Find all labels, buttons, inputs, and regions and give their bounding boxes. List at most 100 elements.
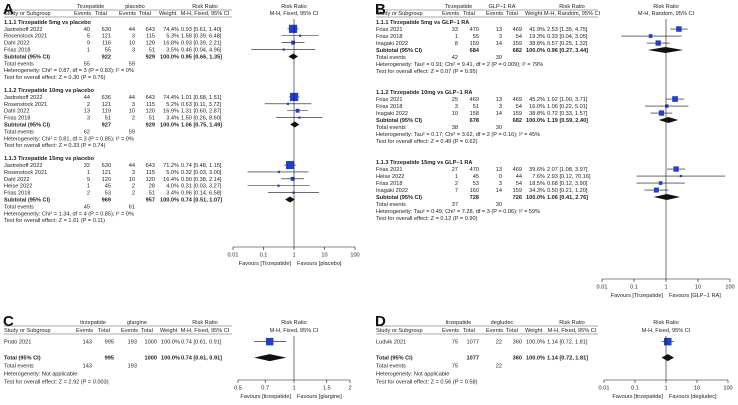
total-events-label: Total events (4, 61, 34, 67)
study-total-2: 51 (149, 191, 155, 197)
total-events-label: Total events (376, 125, 406, 131)
study-events-1: 9 (87, 41, 90, 47)
panel-label-d: D (375, 313, 386, 330)
summary-diamond (658, 117, 679, 124)
total-header-2: Total (506, 328, 518, 334)
study-events-2: 10 (129, 177, 135, 183)
total-events-1: 143 (83, 364, 92, 370)
overall-effect-text: Test for overall effect: Z = 0.33 (P = 0… (4, 143, 106, 149)
study-marker (282, 48, 285, 51)
study-weight: 74.4% (163, 27, 179, 33)
study-events-2: 3 (132, 170, 135, 176)
summary-diamond (290, 121, 300, 128)
total-header-2: Total (139, 11, 151, 17)
study-weight: 16.0% (529, 104, 545, 110)
study-weight: 16.9% (163, 109, 179, 115)
study-weight: 4.0% (166, 184, 179, 190)
summary-total-2: 360 (513, 356, 522, 362)
study-events-1: 10 (452, 111, 458, 117)
panel-label-a: A (3, 1, 14, 18)
study-total-1: 470 (470, 167, 479, 173)
forest-panel-c: tirzepatide glargine Risk Ratio Study or Su… (0, 313, 372, 400)
study-total-1: 160 (470, 188, 479, 194)
panel-label-c: C (3, 313, 14, 330)
overall-effect-text: Test for overall effect: Z = 1.61 (P = 0… (4, 218, 105, 224)
method-header: M-H, Fixed, 95% CI (548, 328, 597, 334)
study-events-2: 14 (496, 41, 502, 47)
favours-right-label: Favours [glargine] (297, 394, 342, 400)
heterogeneity-text: Heterogeneity: Not applicable (376, 372, 449, 378)
summary-diamond (661, 354, 674, 362)
study-total-2: 44 (516, 174, 522, 180)
study-ci: 0.46 [0.04, 4.96] (181, 48, 222, 54)
study-name: Jastreboff 2022 (4, 95, 42, 101)
study-marker (658, 181, 663, 185)
group2-header: degludec (491, 320, 514, 326)
total-label: Total (95% CI) (376, 356, 413, 362)
study-ci: 2.07 [1.08, 3.97] (547, 167, 588, 173)
study-events-2: 13 (496, 97, 502, 103)
study-marker (673, 166, 679, 172)
study-total-1: 470 (470, 27, 479, 33)
events-header-1: Events (442, 11, 459, 17)
forest-panel-a: Tirzepatide placebo Risk Ratio Study or Sub… (0, 0, 372, 300)
total-events-label: Total events (376, 202, 406, 208)
study-total-1: 120 (102, 177, 111, 183)
weight-header: Weight (525, 328, 543, 334)
effect-header: Risk Ratio (559, 320, 585, 326)
study-marker (679, 174, 683, 178)
study-events-1: 3 (87, 116, 90, 122)
study-total-2: 643 (146, 27, 155, 33)
study-total-1: 51 (473, 104, 479, 110)
total-events-1: 62 (84, 129, 90, 135)
study-events-1: 7 (455, 188, 458, 194)
x-tick-label: 0.1 (260, 253, 268, 259)
study-name: Frias 2021 (376, 167, 402, 173)
study-marker (277, 184, 280, 187)
subtotal-label: Subtotal (95% CI) (4, 198, 50, 204)
subgroup-title: 1.1.1 Tirzepatide 5mg vs GLP−1 RA (376, 20, 469, 26)
study-total-1: 53 (105, 191, 111, 197)
study-events-1: 75 (452, 340, 458, 346)
summary-ci: 1.06 [0.41, 2.76] (547, 195, 588, 201)
study-events-2: 2 (132, 191, 135, 197)
study-total-1: 55 (105, 48, 111, 54)
subgroup-title: 1.1.1 Tirzepatide 5mg vs placebo (4, 20, 92, 26)
group2-header: GLP−1 RA (489, 4, 516, 10)
study-ci: 1.58 [0.39, 6.48] (181, 34, 222, 40)
total-events-2: 30 (496, 125, 502, 131)
study-total-2: 115 (146, 102, 155, 108)
heterogeneity-text: Heterogeneity: Tau² = 0.17; Chi² = 3.62,… (376, 132, 540, 138)
subgroup-title: 1.1.2 Tirzepatide 10mg vs placebo (4, 88, 95, 94)
group1-header: tirzepatide (446, 320, 472, 326)
study-total-1: 45 (473, 174, 479, 180)
summary-total-2: 726 (513, 195, 522, 201)
total-header-1: Total (463, 328, 475, 334)
heterogeneity-text: Heterogeneity: Chi² = 0.81, df = 3 (P = … (4, 136, 134, 142)
group1-header: Tirzepatide (77, 4, 104, 10)
study-events-1: 40 (84, 27, 90, 33)
study-marker (676, 26, 682, 32)
plot-title: Risk Ratio (281, 320, 307, 326)
study-total-1: 995 (105, 340, 114, 346)
study-weight: 18.5% (529, 181, 545, 187)
study-total-2: 115 (146, 170, 155, 176)
study-ci: 0.50 [0.21, 1.20] (547, 188, 588, 194)
study-events-1: 2 (87, 191, 90, 197)
subgroup-title: 1.1.3 Tirzepatide 15mg vs placebo (4, 156, 95, 162)
study-marker (286, 161, 295, 170)
total-events-2: 22 (496, 364, 502, 370)
total-events-label: Total events (376, 364, 406, 370)
study-name: Inagaki 2022 (376, 111, 408, 117)
x-tick-label: 0.01 (228, 253, 239, 259)
summary-ci: 1.14 [0.72, 1.81] (547, 356, 588, 362)
study-total-1: 119 (102, 109, 111, 115)
study-ci: 0.74 [0.48, 1.15] (181, 163, 222, 169)
study-events-1: 143 (83, 340, 92, 346)
total-events-1: 37 (452, 202, 458, 208)
study-total-2: 159 (513, 188, 522, 194)
study-events-2: 3 (132, 34, 135, 40)
total-events-2: 59 (129, 129, 135, 135)
study-events-2: 44 (129, 95, 135, 101)
study-name: Frias 2018 (4, 48, 30, 54)
